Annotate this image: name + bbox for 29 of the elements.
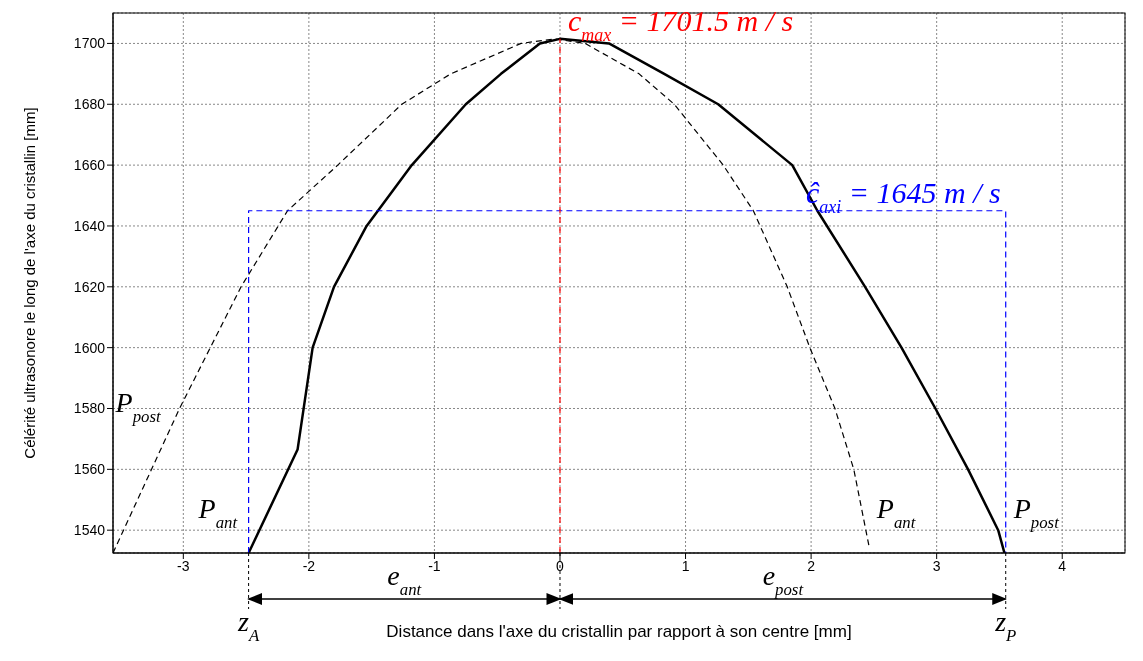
text: e$_{post}$ [762, 560, 804, 599]
annotation: P$_{ant}$ [197, 493, 238, 532]
x-tick-label: 2 [807, 557, 816, 574]
annotation: P$_{ant}$ [875, 493, 916, 532]
x-tick-label: -3 [177, 557, 190, 574]
annotation: z$_{P}$ [994, 606, 1017, 645]
y-tick-label: 1560 [73, 461, 106, 478]
x-tick-label: -1 [428, 557, 441, 574]
annotation: ĉ$_{axi}$ = 1645 m / s [805, 175, 1001, 217]
text: e$_{ant}$ [387, 560, 422, 599]
x-tick-label: 4 [1058, 557, 1067, 574]
y-tick-label: 1700 [73, 35, 106, 52]
y-tick-label: 1600 [73, 339, 106, 356]
x-tick-label: 3 [932, 557, 941, 574]
annotation: P$_{post}$ [114, 387, 161, 426]
y-tick-label: 1640 [73, 217, 106, 234]
annotation: c$_{max}$ = 1701.5 m / s [567, 3, 794, 45]
annotation: z$_{A}$ [237, 606, 260, 645]
y-tick-label: 1620 [73, 278, 106, 295]
x-axis-title: Distance dans l'axe du cristallin par rapport à son centre [mm] [386, 622, 852, 641]
x-tick-label: 0 [556, 557, 565, 574]
y-axis-title: Célérité ultrasonore le long de l'axe du cristallin [mm] [21, 107, 39, 459]
y-tick-label: 1540 [73, 522, 106, 539]
x-tick-label: 1 [681, 557, 690, 574]
y-tick-label: 1660 [73, 157, 106, 174]
y-tick-label: 1580 [73, 400, 106, 417]
y-tick-label: 1680 [73, 96, 106, 113]
x-tick-label: -2 [302, 557, 316, 574]
annotation: P$_{post}$ [1012, 493, 1060, 532]
